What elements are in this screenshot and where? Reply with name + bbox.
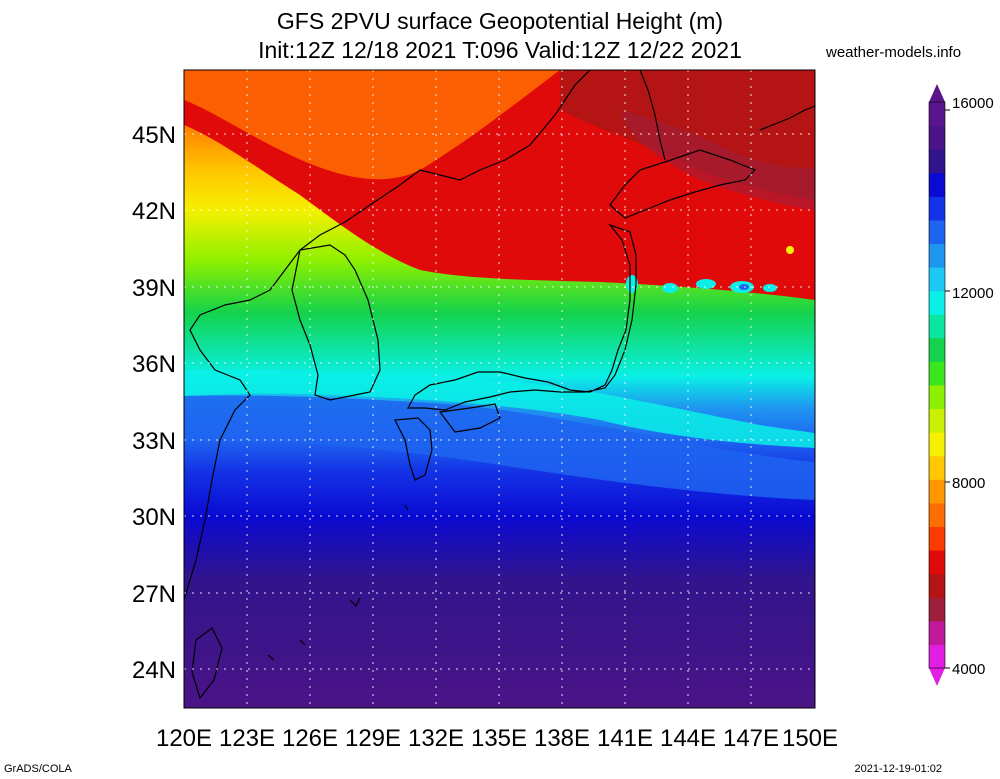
colorbar-label: 8000 [952,475,985,492]
colorbar: 16000 12000 8000 4000 [928,84,994,686]
map-plot-area [184,70,815,708]
lat-axis-labels: 45N 42N 39N 36N 33N 30N 27N 24N [132,122,176,684]
height-band-darkest [620,110,815,210]
height-blob-cyan-4 [763,284,777,292]
colorbar-segment [929,550,945,575]
lat-label: 39N [132,275,176,302]
lon-label: 120E [156,725,212,752]
colorbar-segment [929,172,945,197]
ryukyu-islands [267,504,409,661]
shikoku-coastline [438,403,501,433]
kyushu-coastline [394,417,433,481]
lat-label: 30N [132,504,176,531]
height-band-cyan [184,369,815,448]
lon-label: 138E [534,725,590,752]
colorbar-segment [929,502,945,527]
lon-label: 147E [723,725,779,752]
colorbar-segment [929,644,945,669]
colorbar-segment [929,337,945,362]
height-blob-cyan-2 [696,279,716,289]
height-blob-yellow [786,246,794,254]
colorbar-segment [929,243,945,268]
lat-label: 24N [132,657,176,684]
colorbar-segment [929,267,945,292]
colorbar-segment [929,125,945,150]
kuril-islands [759,105,815,131]
colorbar-segment [929,455,945,480]
source-label: weather-models.info [826,44,962,61]
lon-label: 150E [782,725,838,752]
height-blob-cyan-1 [662,283,678,293]
height-band-orange [184,70,560,180]
colorbar-segment [929,385,945,410]
hokkaido-coastline [609,149,757,219]
map-title: GFS 2PVU surface Geopotential Height (m) [276,8,724,34]
coastlines [184,70,815,700]
lat-label: 36N [132,351,176,378]
lon-axis-labels: 120E 123E 126E 129E 132E 135E 138E 141E … [156,725,838,752]
lon-label: 129E [345,725,401,752]
colorbar-frame [928,101,946,669]
colorbar-segment [929,526,945,551]
china-coastline [184,70,591,601]
colorbar-label: 12000 [952,285,994,302]
colorbar-segment [929,219,945,244]
colorbar-label: 16000 [952,95,994,112]
korea-coastline [291,244,381,401]
lon-label: 144E [660,725,716,752]
colorbar-segment [929,620,945,645]
lat-label: 33N [132,428,176,455]
colorbar-segment [929,149,945,174]
colorbar-segment [929,597,945,622]
colorbar-segments [928,84,950,686]
lon-label: 135E [471,725,527,752]
colorbar-segment [929,314,945,339]
colorbar-segment [929,361,945,386]
colorbar-segment [929,102,945,127]
lon-label: 123E [219,725,275,752]
lon-label: 141E [597,725,653,752]
map-frame [183,69,816,709]
lat-label: 42N [132,198,176,225]
software-credit: GrADS/COLA [4,763,72,775]
taiwan-coastline [191,627,223,700]
sakhalin-coastline [639,70,666,161]
generated-timestamp: 2021-12-19-01:02 [854,763,942,775]
lat-label: 27N [132,581,176,608]
map-gridlines [184,70,815,708]
lon-label: 126E [282,725,338,752]
colorbar-label: 4000 [952,661,985,678]
map-subtitle: Init:12Z 12/18 2021 T:096 Valid:12Z 12/2… [258,37,742,63]
lat-label: 45N [132,122,176,149]
colorbar-segment [929,408,945,433]
colorbar-segment [929,432,945,457]
colorbar-segment [929,573,945,598]
colorbar-segment [929,290,945,315]
lon-label: 132E [408,725,464,752]
colorbar-segment [929,196,945,221]
colorbar-segment [929,479,945,504]
honshu-coastline [406,223,637,411]
colorbar-min-arrow [929,668,945,686]
colorbar-max-arrow [929,84,945,102]
